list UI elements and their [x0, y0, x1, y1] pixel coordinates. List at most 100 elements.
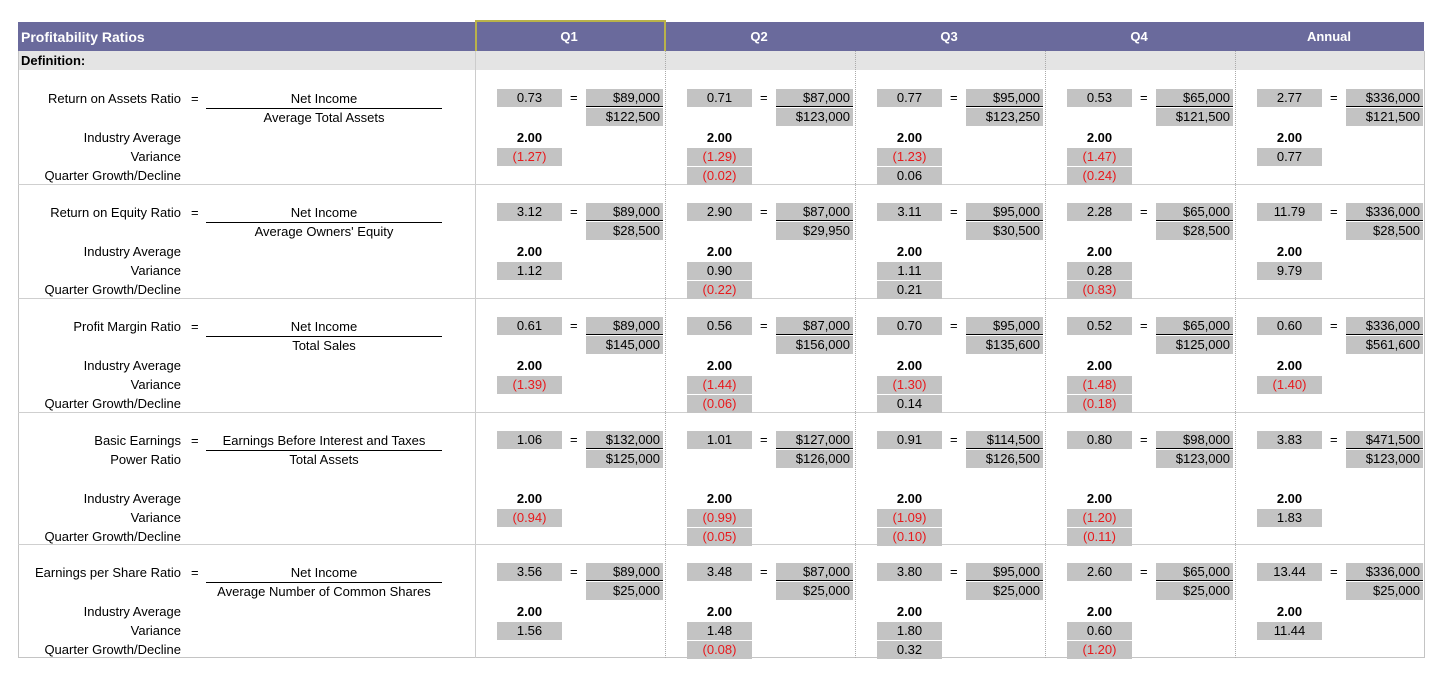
ratio-value-q2[interactable]: 0.71 [687, 89, 752, 107]
denominator-value-q2[interactable]: $126,000 [776, 450, 853, 468]
variance-value-q3[interactable]: (1.09) [877, 509, 942, 527]
numerator-value-q2[interactable]: $87,000 [776, 89, 853, 107]
ratio-value-q1[interactable]: 0.61 [497, 317, 562, 335]
ratio-value-annual[interactable]: 0.60 [1257, 317, 1322, 335]
numerator-value-annual[interactable]: $336,000 [1346, 203, 1423, 221]
numerator-value-q1[interactable]: $89,000 [586, 563, 663, 581]
growth-value-q4[interactable]: (0.18) [1067, 395, 1132, 413]
variance-value-q2[interactable]: (1.44) [687, 376, 752, 394]
variance-value-q4[interactable]: 0.28 [1067, 262, 1132, 280]
variance-value-q2[interactable]: (1.29) [687, 148, 752, 166]
variance-value-q4[interactable]: 0.60 [1067, 622, 1132, 640]
denominator-value-annual[interactable]: $561,600 [1346, 336, 1423, 354]
ratio-value-q3[interactable]: 0.77 [877, 89, 942, 107]
numerator-value-annual[interactable]: $336,000 [1346, 89, 1423, 107]
numerator-value-q2[interactable]: $87,000 [776, 563, 853, 581]
variance-value-q2[interactable]: 0.90 [687, 262, 752, 280]
denominator-value-q2[interactable]: $156,000 [776, 336, 853, 354]
growth-value-q2[interactable]: (0.08) [687, 641, 752, 659]
ratio-value-q2[interactable]: 3.48 [687, 563, 752, 581]
denominator-value-q1[interactable]: $25,000 [586, 582, 663, 600]
denominator-value-q4[interactable]: $121,500 [1156, 108, 1233, 126]
denominator-value-q3[interactable]: $123,250 [966, 108, 1043, 126]
variance-value-q4[interactable]: (1.20) [1067, 509, 1132, 527]
numerator-value-q3[interactable]: $95,000 [966, 317, 1043, 335]
growth-value-q4[interactable]: (0.11) [1067, 528, 1132, 546]
numerator-value-q3[interactable]: $114,500 [966, 431, 1043, 449]
variance-value-annual[interactable]: 0.77 [1257, 148, 1322, 166]
ratio-value-q3[interactable]: 0.91 [877, 431, 942, 449]
variance-value-q1[interactable]: 1.56 [497, 622, 562, 640]
denominator-value-q4[interactable]: $28,500 [1156, 222, 1233, 240]
denominator-value-q1[interactable]: $125,000 [586, 450, 663, 468]
numerator-value-q1[interactable]: $89,000 [586, 317, 663, 335]
ratio-value-q4[interactable]: 2.60 [1067, 563, 1132, 581]
growth-value-q4[interactable]: (0.24) [1067, 167, 1132, 185]
numerator-value-q3[interactable]: $95,000 [966, 203, 1043, 221]
numerator-value-q4[interactable]: $65,000 [1156, 563, 1233, 581]
denominator-value-annual[interactable]: $123,000 [1346, 450, 1423, 468]
column-header-q4[interactable]: Q4 [1130, 29, 1148, 44]
numerator-value-q2[interactable]: $127,000 [776, 431, 853, 449]
denominator-value-q4[interactable]: $25,000 [1156, 582, 1233, 600]
column-header-q2[interactable]: Q2 [750, 29, 768, 44]
variance-value-annual[interactable]: 9.79 [1257, 262, 1322, 280]
variance-value-q4[interactable]: (1.48) [1067, 376, 1132, 394]
ratio-value-annual[interactable]: 11.79 [1257, 203, 1322, 221]
numerator-value-q4[interactable]: $65,000 [1156, 89, 1233, 107]
denominator-value-q3[interactable]: $30,500 [966, 222, 1043, 240]
growth-value-q4[interactable]: (0.83) [1067, 281, 1132, 299]
variance-value-annual[interactable]: 1.83 [1257, 509, 1322, 527]
numerator-value-q3[interactable]: $95,000 [966, 89, 1043, 107]
variance-value-q3[interactable]: 1.11 [877, 262, 942, 280]
ratio-value-annual[interactable]: 13.44 [1257, 563, 1322, 581]
ratio-value-q1[interactable]: 1.06 [497, 431, 562, 449]
growth-value-q3[interactable]: 0.14 [877, 395, 942, 413]
ratio-value-q2[interactable]: 1.01 [687, 431, 752, 449]
denominator-value-annual[interactable]: $28,500 [1346, 222, 1423, 240]
denominator-value-q1[interactable]: $145,000 [586, 336, 663, 354]
denominator-value-annual[interactable]: $121,500 [1346, 108, 1423, 126]
numerator-value-q1[interactable]: $89,000 [586, 203, 663, 221]
growth-value-q3[interactable]: (0.10) [877, 528, 942, 546]
ratio-value-annual[interactable]: 3.83 [1257, 431, 1322, 449]
denominator-value-q2[interactable]: $123,000 [776, 108, 853, 126]
ratio-value-q4[interactable]: 0.52 [1067, 317, 1132, 335]
denominator-value-q1[interactable]: $122,500 [586, 108, 663, 126]
numerator-value-annual[interactable]: $336,000 [1346, 317, 1423, 335]
denominator-value-q1[interactable]: $28,500 [586, 222, 663, 240]
growth-value-q3[interactable]: 0.21 [877, 281, 942, 299]
growth-value-q2[interactable]: (0.06) [687, 395, 752, 413]
denominator-value-q3[interactable]: $25,000 [966, 582, 1043, 600]
denominator-value-q3[interactable]: $135,600 [966, 336, 1043, 354]
growth-value-q4[interactable]: (1.20) [1067, 641, 1132, 659]
growth-value-q2[interactable]: (0.02) [687, 167, 752, 185]
ratio-value-q4[interactable]: 2.28 [1067, 203, 1132, 221]
ratio-value-q3[interactable]: 3.11 [877, 203, 942, 221]
growth-value-q3[interactable]: 0.32 [877, 641, 942, 659]
variance-value-q2[interactable]: 1.48 [687, 622, 752, 640]
column-header-q3[interactable]: Q3 [940, 29, 958, 44]
numerator-value-q4[interactable]: $65,000 [1156, 203, 1233, 221]
column-header-q1[interactable]: Q1 [560, 29, 578, 44]
numerator-value-annual[interactable]: $336,000 [1346, 563, 1423, 581]
ratio-value-q4[interactable]: 0.80 [1067, 431, 1132, 449]
numerator-value-q2[interactable]: $87,000 [776, 203, 853, 221]
growth-value-q2[interactable]: (0.22) [687, 281, 752, 299]
numerator-value-q3[interactable]: $95,000 [966, 563, 1043, 581]
ratio-value-q2[interactable]: 0.56 [687, 317, 752, 335]
denominator-value-q3[interactable]: $126,500 [966, 450, 1043, 468]
denominator-value-q2[interactable]: $29,950 [776, 222, 853, 240]
growth-value-q2[interactable]: (0.05) [687, 528, 752, 546]
ratio-value-q3[interactable]: 0.70 [877, 317, 942, 335]
denominator-value-q4[interactable]: $123,000 [1156, 450, 1233, 468]
variance-value-annual[interactable]: (1.40) [1257, 376, 1322, 394]
variance-value-q1[interactable]: (0.94) [497, 509, 562, 527]
denominator-value-annual[interactable]: $25,000 [1346, 582, 1423, 600]
ratio-value-q2[interactable]: 2.90 [687, 203, 752, 221]
ratio-value-q3[interactable]: 3.80 [877, 563, 942, 581]
variance-value-q1[interactable]: (1.27) [497, 148, 562, 166]
ratio-value-q1[interactable]: 0.73 [497, 89, 562, 107]
variance-value-q3[interactable]: (1.23) [877, 148, 942, 166]
variance-value-q3[interactable]: 1.80 [877, 622, 942, 640]
